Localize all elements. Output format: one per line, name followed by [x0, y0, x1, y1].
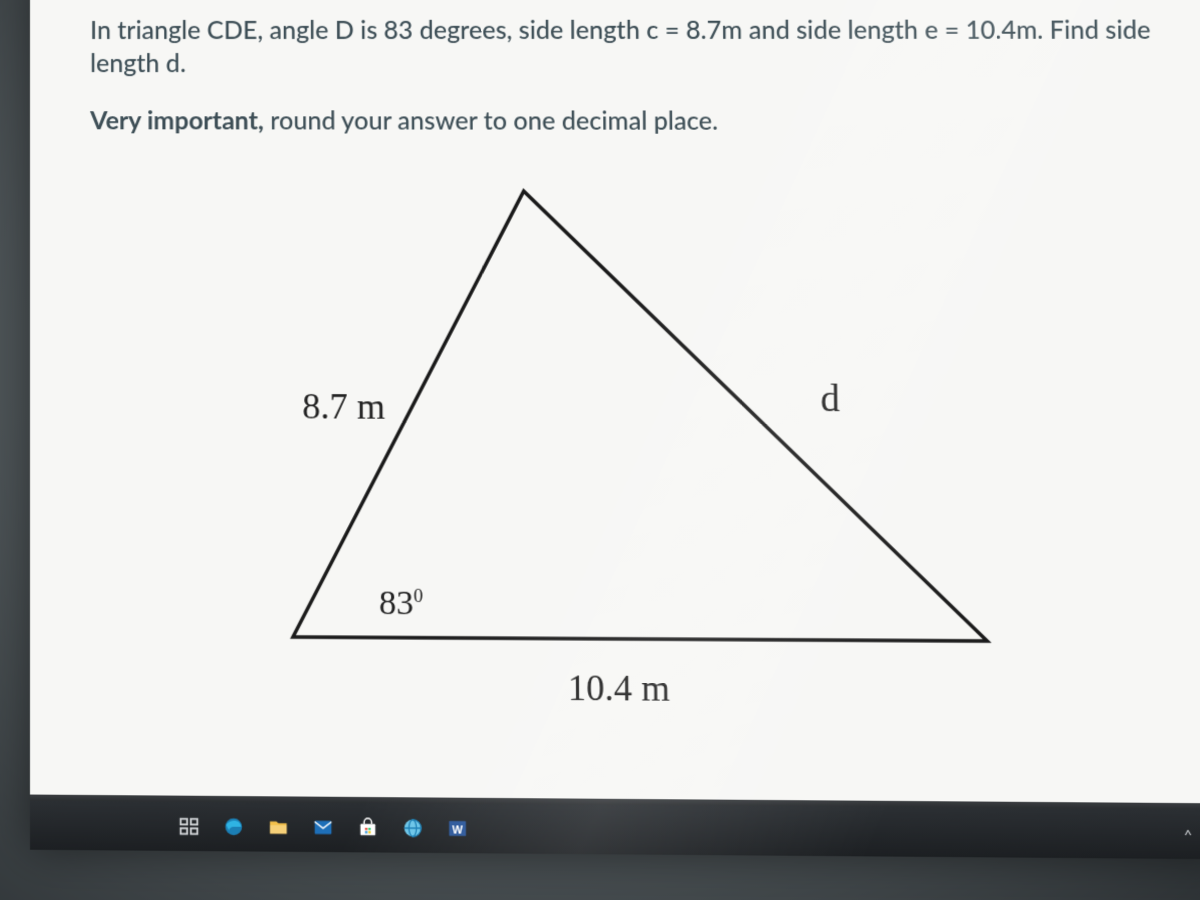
photo-frame: Question 2 (4 points) In triangle CDE, a… — [0, 0, 1200, 900]
word-icon[interactable]: W — [440, 811, 475, 846]
triangle-figure: 8.7 m d 830 10.4 m — [191, 161, 1030, 714]
tray-chevron-icon[interactable]: ^ — [1184, 825, 1193, 843]
browser-icon[interactable] — [395, 811, 430, 846]
store-icon[interactable] — [350, 810, 385, 845]
label-side-c: 10.4 m — [568, 669, 670, 707]
rounding-instruction: Very important, round your answer to one… — [90, 105, 1175, 136]
task-view-icon[interactable] — [172, 809, 207, 844]
triangle-outline — [291, 191, 987, 641]
instruction-rest: round your answer to one decimal place. — [264, 105, 718, 136]
label-side-d: d — [820, 379, 840, 418]
file-explorer-icon[interactable] — [261, 810, 296, 845]
instruction-emphasis: Very important, — [90, 105, 264, 135]
angle-degree-sup: 0 — [413, 585, 423, 606]
label-angle-d: 830 — [379, 587, 423, 622]
label-side-e: 8.7 m — [302, 388, 385, 425]
system-tray[interactable]: ^ — [1183, 818, 1200, 851]
problem-text: In triangle CDE, angle D is 83 degrees, … — [90, 13, 1174, 80]
triangle-svg — [191, 161, 1030, 714]
edge-icon[interactable] — [216, 809, 251, 844]
question-content: Question 2 (4 points) In triangle CDE, a… — [90, 0, 1176, 162]
laptop-screen: Question 2 (4 points) In triangle CDE, a… — [30, 0, 1200, 859]
svg-text:W: W — [452, 824, 463, 836]
taskbar: W ^ — [30, 801, 1200, 860]
angle-value: 83 — [379, 584, 414, 622]
mail-icon[interactable] — [306, 810, 341, 845]
